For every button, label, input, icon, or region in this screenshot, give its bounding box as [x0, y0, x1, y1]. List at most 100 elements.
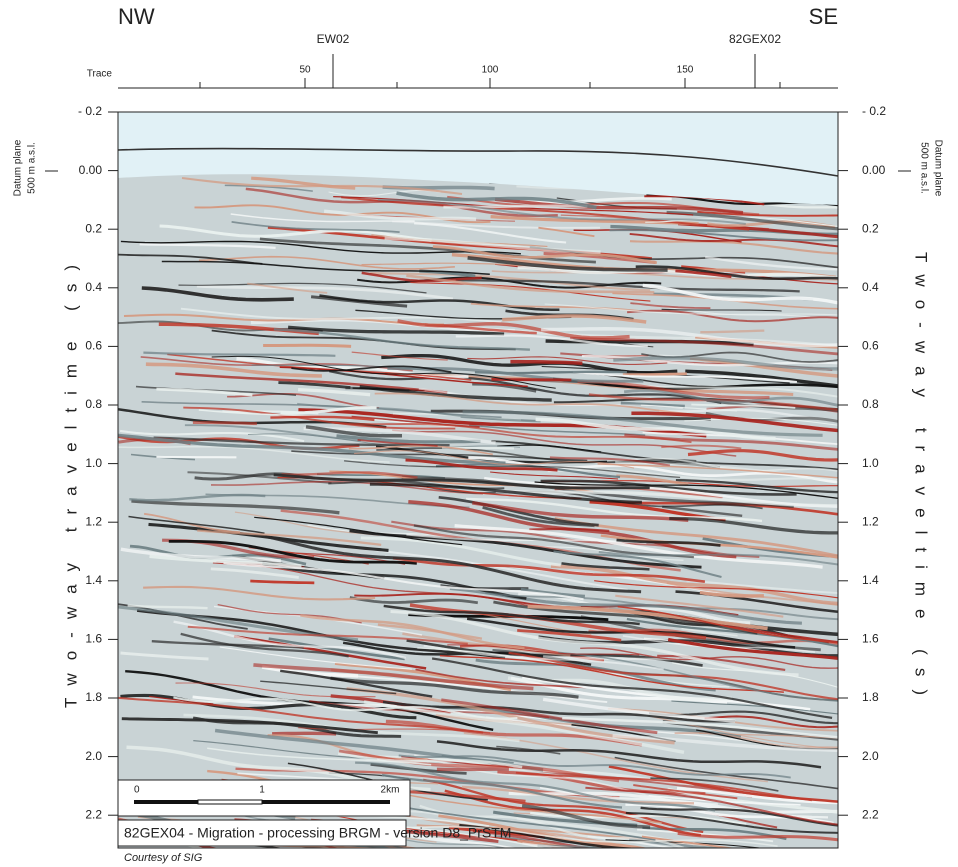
reflector: [369, 482, 642, 504]
reflector: [310, 295, 408, 308]
plot-frame: [117, 111, 839, 849]
reflector: [609, 229, 838, 242]
reflector: [705, 256, 838, 271]
time-tick-label: 2.2: [862, 807, 879, 821]
reflector: [196, 284, 454, 301]
time-tick-label: 1.8: [85, 690, 102, 704]
reflector: [231, 221, 400, 233]
reflector: [370, 271, 651, 292]
scale-label: 2km: [381, 785, 400, 796]
reflector: [438, 814, 621, 848]
reflector: [414, 222, 567, 244]
reflector: [394, 831, 518, 848]
reflector: [230, 213, 415, 223]
reflector: [455, 278, 800, 293]
reflector: [223, 561, 584, 601]
reflector: [143, 351, 336, 357]
reflector: [462, 410, 823, 437]
reflector: [423, 778, 704, 834]
reflector: [490, 215, 699, 226]
reflector: [175, 372, 448, 394]
reflector: [361, 271, 482, 283]
reflector: [397, 792, 662, 824]
reflector: [273, 473, 650, 490]
reflector: [193, 740, 378, 760]
reflector: [507, 676, 732, 701]
reflector: [197, 529, 382, 546]
reflector: [233, 635, 427, 670]
reflector: [173, 620, 406, 660]
scale-label: 0: [134, 785, 140, 796]
reflector: [120, 693, 417, 720]
reflector: [461, 785, 695, 805]
reflector: [331, 421, 692, 444]
reflector: [594, 500, 838, 516]
reflector: [704, 715, 838, 729]
reflector: [444, 789, 701, 837]
reflector: [699, 732, 838, 739]
reflector: [625, 382, 838, 398]
time-tick-label: 2.2: [85, 807, 102, 821]
time-tick-label: 2.0: [85, 749, 102, 763]
reflector: [405, 458, 558, 472]
reflector: [502, 314, 647, 324]
reflector: [648, 710, 838, 725]
datum-label: Datum plane: [13, 139, 24, 196]
time-tick-label: 0.4: [862, 280, 879, 294]
reflector: [392, 220, 601, 229]
reflector: [467, 256, 668, 272]
reflector: [553, 550, 722, 579]
time-tick-label: 1.6: [85, 632, 102, 646]
time-tick-label: 1.2: [85, 514, 102, 528]
reflector: [667, 637, 838, 660]
reflector: [227, 392, 380, 409]
time-tick-label: 0.00: [79, 163, 103, 177]
reflector: [629, 240, 838, 255]
reflector: [380, 822, 548, 848]
reflector: [635, 265, 838, 281]
reflector: [520, 587, 586, 598]
reflector: [156, 387, 253, 397]
reflector: [443, 204, 588, 209]
reflector: [482, 505, 595, 528]
time-tick-label: 1.4: [862, 573, 879, 587]
axis-title: Two-way traveltime (s): [61, 252, 80, 708]
time-tick-label: 1.4: [85, 573, 102, 587]
reflector: [341, 196, 750, 231]
reflector: [530, 811, 747, 826]
reflector: [615, 594, 784, 618]
datum-label: Datum plane: [932, 140, 943, 197]
reflector: [149, 554, 302, 568]
reflector: [615, 461, 784, 475]
reflector: [614, 756, 838, 790]
time-tick-label: 0.8: [85, 397, 102, 411]
reflector: [675, 269, 732, 279]
reflector: [508, 651, 838, 701]
reflector: [168, 540, 417, 565]
reflector: [305, 425, 403, 438]
reflector: [674, 732, 838, 749]
reflector: [554, 517, 838, 558]
reflector: [570, 336, 838, 356]
reflector: [488, 853, 872, 867]
reflector: [586, 861, 738, 867]
reflector: [616, 474, 689, 486]
reflector: [143, 512, 241, 533]
reflector: [406, 274, 655, 294]
reflector: [125, 670, 494, 731]
reflector: [118, 253, 263, 265]
reflector: [629, 232, 838, 248]
reflector: [558, 651, 838, 702]
reflector: [120, 547, 282, 563]
reflector: [468, 854, 828, 867]
reflector: [253, 663, 534, 691]
reflector: [355, 761, 716, 812]
reflector: [192, 421, 257, 426]
reflector: [495, 489, 838, 508]
reflector: [687, 449, 838, 462]
reflector: [415, 668, 592, 689]
reflector: [123, 313, 444, 326]
reflector: [594, 580, 838, 599]
reflector: [374, 392, 711, 416]
reflector: [490, 471, 619, 480]
